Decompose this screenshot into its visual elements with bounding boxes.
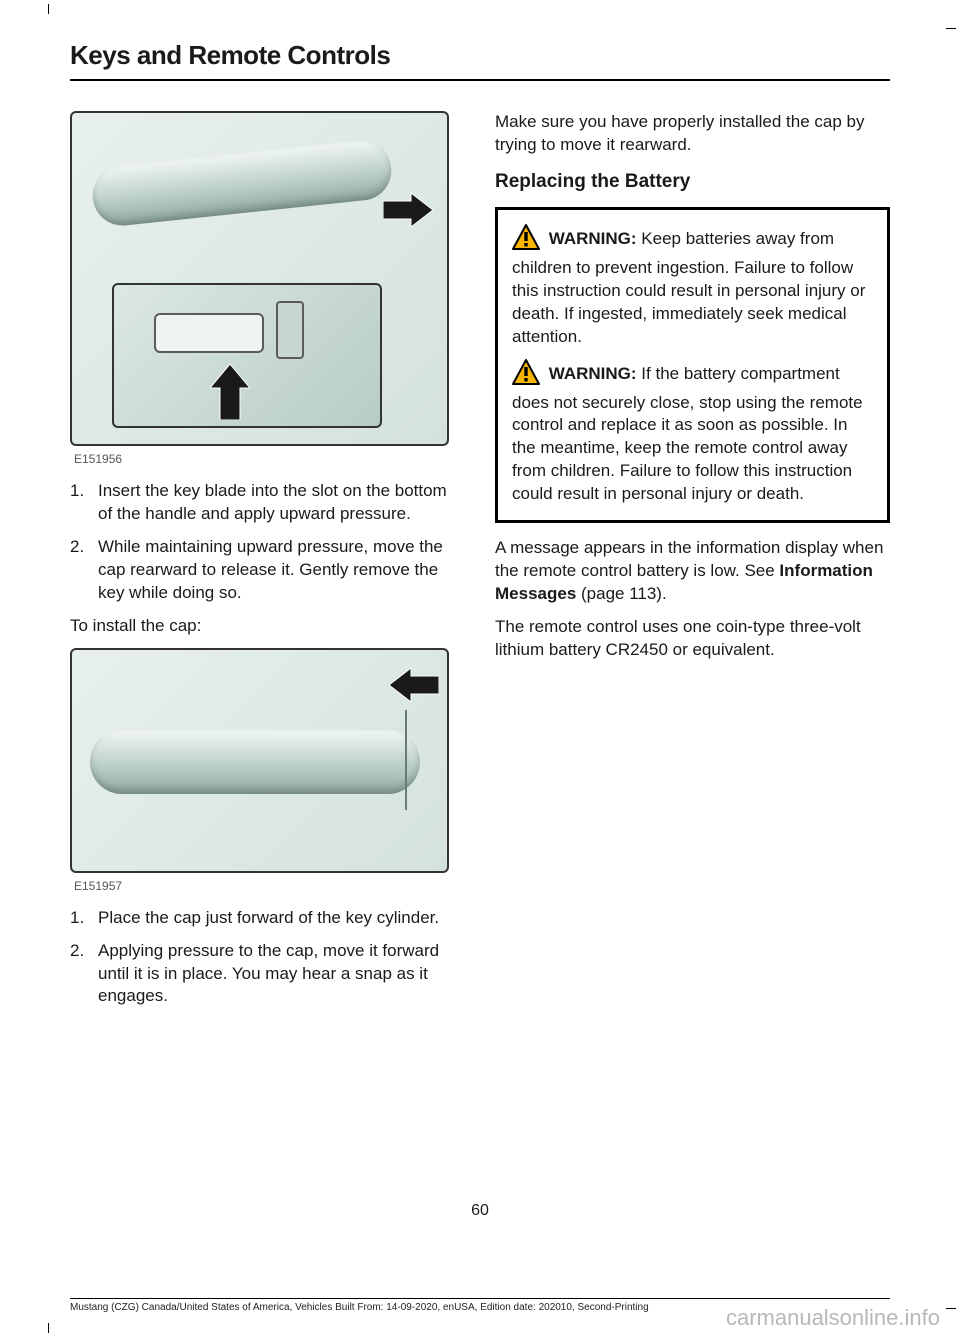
page-header: Keys and Remote Controls <box>70 40 890 81</box>
right-column: Make sure you have properly installed th… <box>495 111 890 1018</box>
warning-text: If the battery compartment does not secu… <box>512 364 863 504</box>
step-text: Insert the key blade into the slot on th… <box>98 480 465 526</box>
step-text: While maintaining upward pressure, move … <box>98 536 465 605</box>
warning-label: WARNING: <box>549 229 637 248</box>
info-message-ref: A message appears in the information dis… <box>495 537 890 606</box>
battery-spec: The remote control uses one coin-type th… <box>495 616 890 662</box>
warning-label: WARNING: <box>549 364 637 383</box>
page-title: Keys and Remote Controls <box>70 40 890 71</box>
figure-handle-remove <box>70 111 449 446</box>
install-intro: To install the cap: <box>70 615 465 638</box>
intro-text: Make sure you have properly installed th… <box>495 111 890 157</box>
step-text: Applying pressure to the cap, move it fo… <box>98 940 465 1009</box>
section-heading: Replacing the Battery <box>495 171 890 193</box>
warning-icon <box>512 359 540 392</box>
step-text: Place the cap just forward of the key cy… <box>98 907 439 930</box>
warning-icon <box>512 224 540 257</box>
steps-remove: 1.Insert the key blade into the slot on … <box>70 480 465 605</box>
page-number: 60 <box>70 1202 890 1220</box>
figure-label: E151957 <box>70 879 465 893</box>
warning-box: WARNING: Keep batteries away from childr… <box>495 207 890 523</box>
steps-install: 1.Place the cap just forward of the key … <box>70 907 465 1009</box>
left-column: E151956 1.Insert the key blade into the … <box>70 111 465 1018</box>
figure-label: E151956 <box>70 452 465 466</box>
watermark: carmanualsonline.info <box>726 1305 940 1331</box>
figure-handle-install <box>70 648 449 873</box>
